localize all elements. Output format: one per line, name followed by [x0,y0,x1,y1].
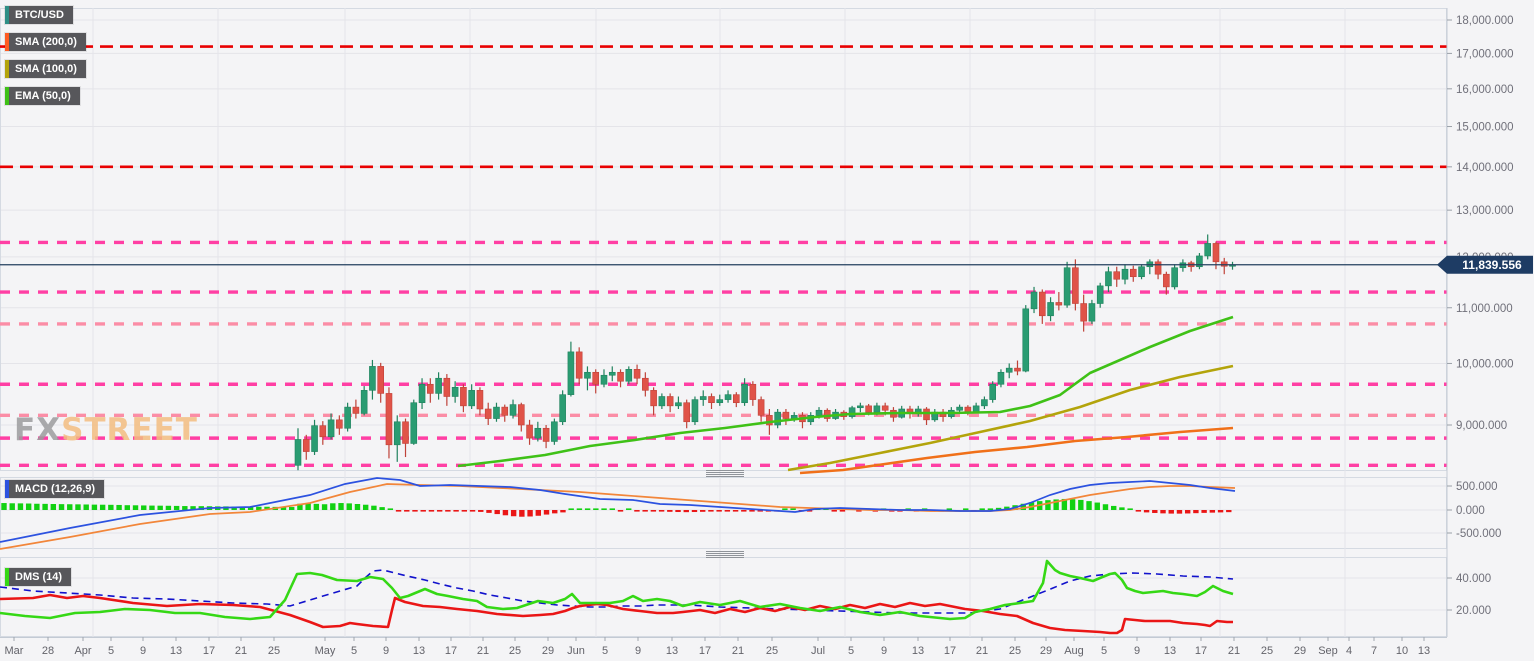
macd-axis-label: 500.000 [1456,481,1498,493]
watermark-fx: FX [14,412,62,448]
date-axis-label: May [315,645,336,657]
dms-axis-label: 20.000 [1456,605,1491,617]
macd-axis-label: 0.000 [1456,505,1485,517]
dms-minus-di-line[interactable] [0,593,1233,635]
panel-resize-handle-dms[interactable] [706,551,744,558]
candlestick-series[interactable] [294,234,1236,471]
legend-chip-sma100[interactable]: SMA (100,0) [5,60,86,78]
main-panel [0,8,1447,471]
date-axis-label: 29 [542,645,554,657]
ema50-line[interactable] [457,315,1234,468]
dms-label: DMS (14) [15,571,63,583]
date-axis-label: 13 [170,645,182,657]
legend-chip-macd[interactable]: MACD (12,26,9) [5,480,105,498]
date-axis-label: 13 [912,645,924,657]
current-price-value: 11,839.556 [1462,258,1522,272]
date-axis-label: 21 [235,645,247,657]
date-axis-label: 17 [445,645,457,657]
date-axis-label: 5 [848,645,854,657]
legend-chip-sma200[interactable]: SMA (200,0) [5,33,86,51]
price-axis-label: 9,000.000 [1456,420,1507,432]
dms-panel [0,557,1447,637]
ema50-label: EMA (50,0) [15,90,71,102]
price-axis-label: 14,000.000 [1456,162,1514,174]
date-axis[interactable]: Mar 28 Apr 5 9 13 17 21 25 May 5 9 13 17 21 25 29 Jun 5 9 13… [0,637,1447,657]
sma100-label: SMA (100,0) [15,63,77,75]
date-axis-label: 17 [699,645,711,657]
date-axis-label: Apr [74,645,91,657]
macd-signal-line[interactable] [0,483,1236,550]
macd-line[interactable] [0,477,1236,543]
date-axis-label: Mar [5,645,24,657]
date-axis-label: 9 [1134,645,1140,657]
date-axis-label: 10 [1396,645,1408,657]
sma100-line[interactable] [787,364,1234,472]
date-axis-label: 13 [666,645,678,657]
date-axis-label: 9 [881,645,887,657]
sma200-line[interactable] [799,426,1234,475]
dms-adx-line[interactable] [0,569,1234,614]
date-axis-label: 25 [766,645,778,657]
date-axis-label: 29 [1294,645,1306,657]
date-axis-label: 17 [1195,645,1207,657]
price-axis-label: 11,000.000 [1456,303,1513,315]
fxstreet-watermark: FXSTREET [14,412,198,448]
sma200-label: SMA (200,0) [15,36,77,48]
macd-axis-label: -500.000 [1456,528,1501,540]
date-axis-label: 25 [509,645,521,657]
date-axis-label: 25 [268,645,280,657]
legend-chip-dms[interactable]: DMS (14) [5,568,72,586]
date-axis-label: 5 [602,645,608,657]
panel-resize-handle-macd[interactable] [706,470,744,477]
date-axis-label: 7 [1371,645,1377,657]
symbol-label: BTC/USD [15,9,64,21]
date-axis-label: Jun [567,645,585,657]
price-axis[interactable]: 18,000.000 17,000.000 16,000.000 15,000.000… [1446,8,1514,637]
price-level-lines [0,45,1447,468]
date-axis-label: 25 [1261,645,1273,657]
date-axis-label: 17 [203,645,215,657]
date-axis-label: 25 [1009,645,1021,657]
price-axis-label: 13,000.000 [1456,205,1514,217]
date-axis-label: Jul [811,645,825,657]
date-axis-label: Sep [1318,645,1338,657]
date-axis-label: 5 [108,645,114,657]
date-axis-label: 4 [1346,645,1352,657]
legend-chip-symbol[interactable]: BTC/USD [5,6,73,24]
date-axis-label: 21 [976,645,988,657]
price-axis-label: 15,000.000 [1456,122,1514,134]
date-axis-label: 9 [383,645,389,657]
watermark-street: STREET [61,412,198,448]
date-axis-label: 13 [413,645,425,657]
date-axis-label: 9 [140,645,146,657]
date-axis-label: 17 [944,645,956,657]
date-axis-label: 21 [477,645,489,657]
legend-chip-ema50[interactable]: EMA (50,0) [5,87,80,105]
current-price-tag[interactable]: 11,839.556 [1437,255,1533,274]
date-axis-label: 28 [42,645,54,657]
date-axis-label: 9 [635,645,641,657]
date-axis-label: Aug [1064,645,1084,657]
dms-plus-di-line[interactable] [0,559,1234,621]
price-axis-label: 18,000.000 [1456,15,1514,27]
date-axis-label: 29 [1040,645,1052,657]
price-axis-label: 16,000.000 [1456,84,1514,96]
date-axis-label: 21 [732,645,744,657]
price-axis-label: 17,000.000 [1456,48,1514,60]
date-axis-label: 13 [1418,645,1430,657]
macd-label: MACD (12,26,9) [15,483,96,495]
date-axis-label: 5 [1101,645,1107,657]
price-axis-label: 10,000.000 [1456,358,1514,370]
date-axis-label: 21 [1228,645,1240,657]
date-axis-label: 13 [1164,645,1176,657]
dms-axis-label: 40.000 [1456,573,1491,585]
date-axis-label: 5 [351,645,357,657]
